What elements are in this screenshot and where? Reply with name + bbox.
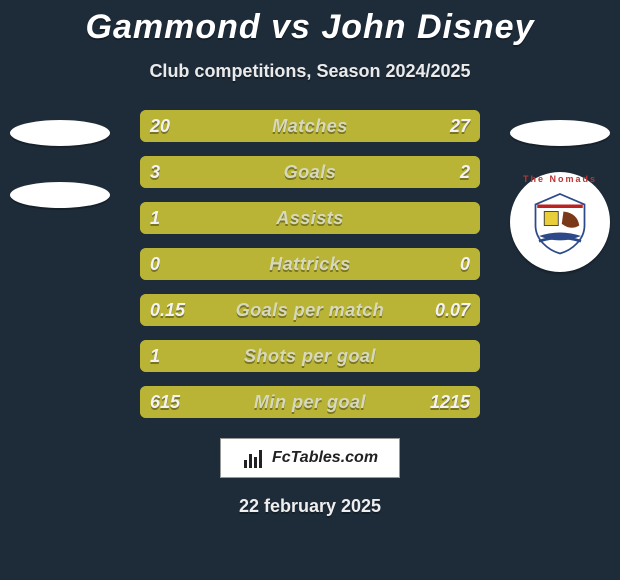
stat-bar: 1Assists <box>140 202 480 234</box>
stat-bar: 615Min per goal1215 <box>140 386 480 418</box>
footer-date: 22 february 2025 <box>0 496 620 517</box>
badge-ellipse <box>10 182 110 208</box>
footer-brand: FcTables.com <box>220 438 400 478</box>
stat-label: Assists <box>140 202 480 234</box>
stat-bar: 20Matches27 <box>140 110 480 142</box>
stat-bar: 3Goals2 <box>140 156 480 188</box>
right-badges: The Nomads <box>500 110 620 272</box>
stat-label: Goals <box>140 156 480 188</box>
stat-value-right: 2 <box>460 156 470 188</box>
footer-brand-text: FcTables.com <box>272 449 378 467</box>
stat-label: Hattricks <box>140 248 480 280</box>
badge-ellipse <box>10 120 110 146</box>
subtitle: Club competitions, Season 2024/2025 <box>0 61 620 82</box>
stat-value-right: 1215 <box>430 386 470 418</box>
stat-bar: 1Shots per goal <box>140 340 480 372</box>
stat-label: Matches <box>140 110 480 142</box>
chart-icon <box>242 446 266 470</box>
badge-ellipse <box>510 120 610 146</box>
left-badges <box>0 110 120 218</box>
stat-value-right: 0 <box>460 248 470 280</box>
stat-bar: 0Hattricks0 <box>140 248 480 280</box>
stat-value-right: 27 <box>450 110 470 142</box>
club-crest-icon <box>525 187 595 257</box>
club-badge-text: The Nomads <box>515 174 605 184</box>
stat-value-right: 0.07 <box>435 294 470 326</box>
page-title: Gammond vs John Disney <box>0 0 620 47</box>
stat-label: Shots per goal <box>140 340 480 372</box>
stat-bar: 0.15Goals per match0.07 <box>140 294 480 326</box>
club-badge: The Nomads <box>510 172 610 272</box>
stat-label: Goals per match <box>140 294 480 326</box>
stats-bars: 20Matches273Goals21Assists0Hattricks00.1… <box>140 110 480 418</box>
